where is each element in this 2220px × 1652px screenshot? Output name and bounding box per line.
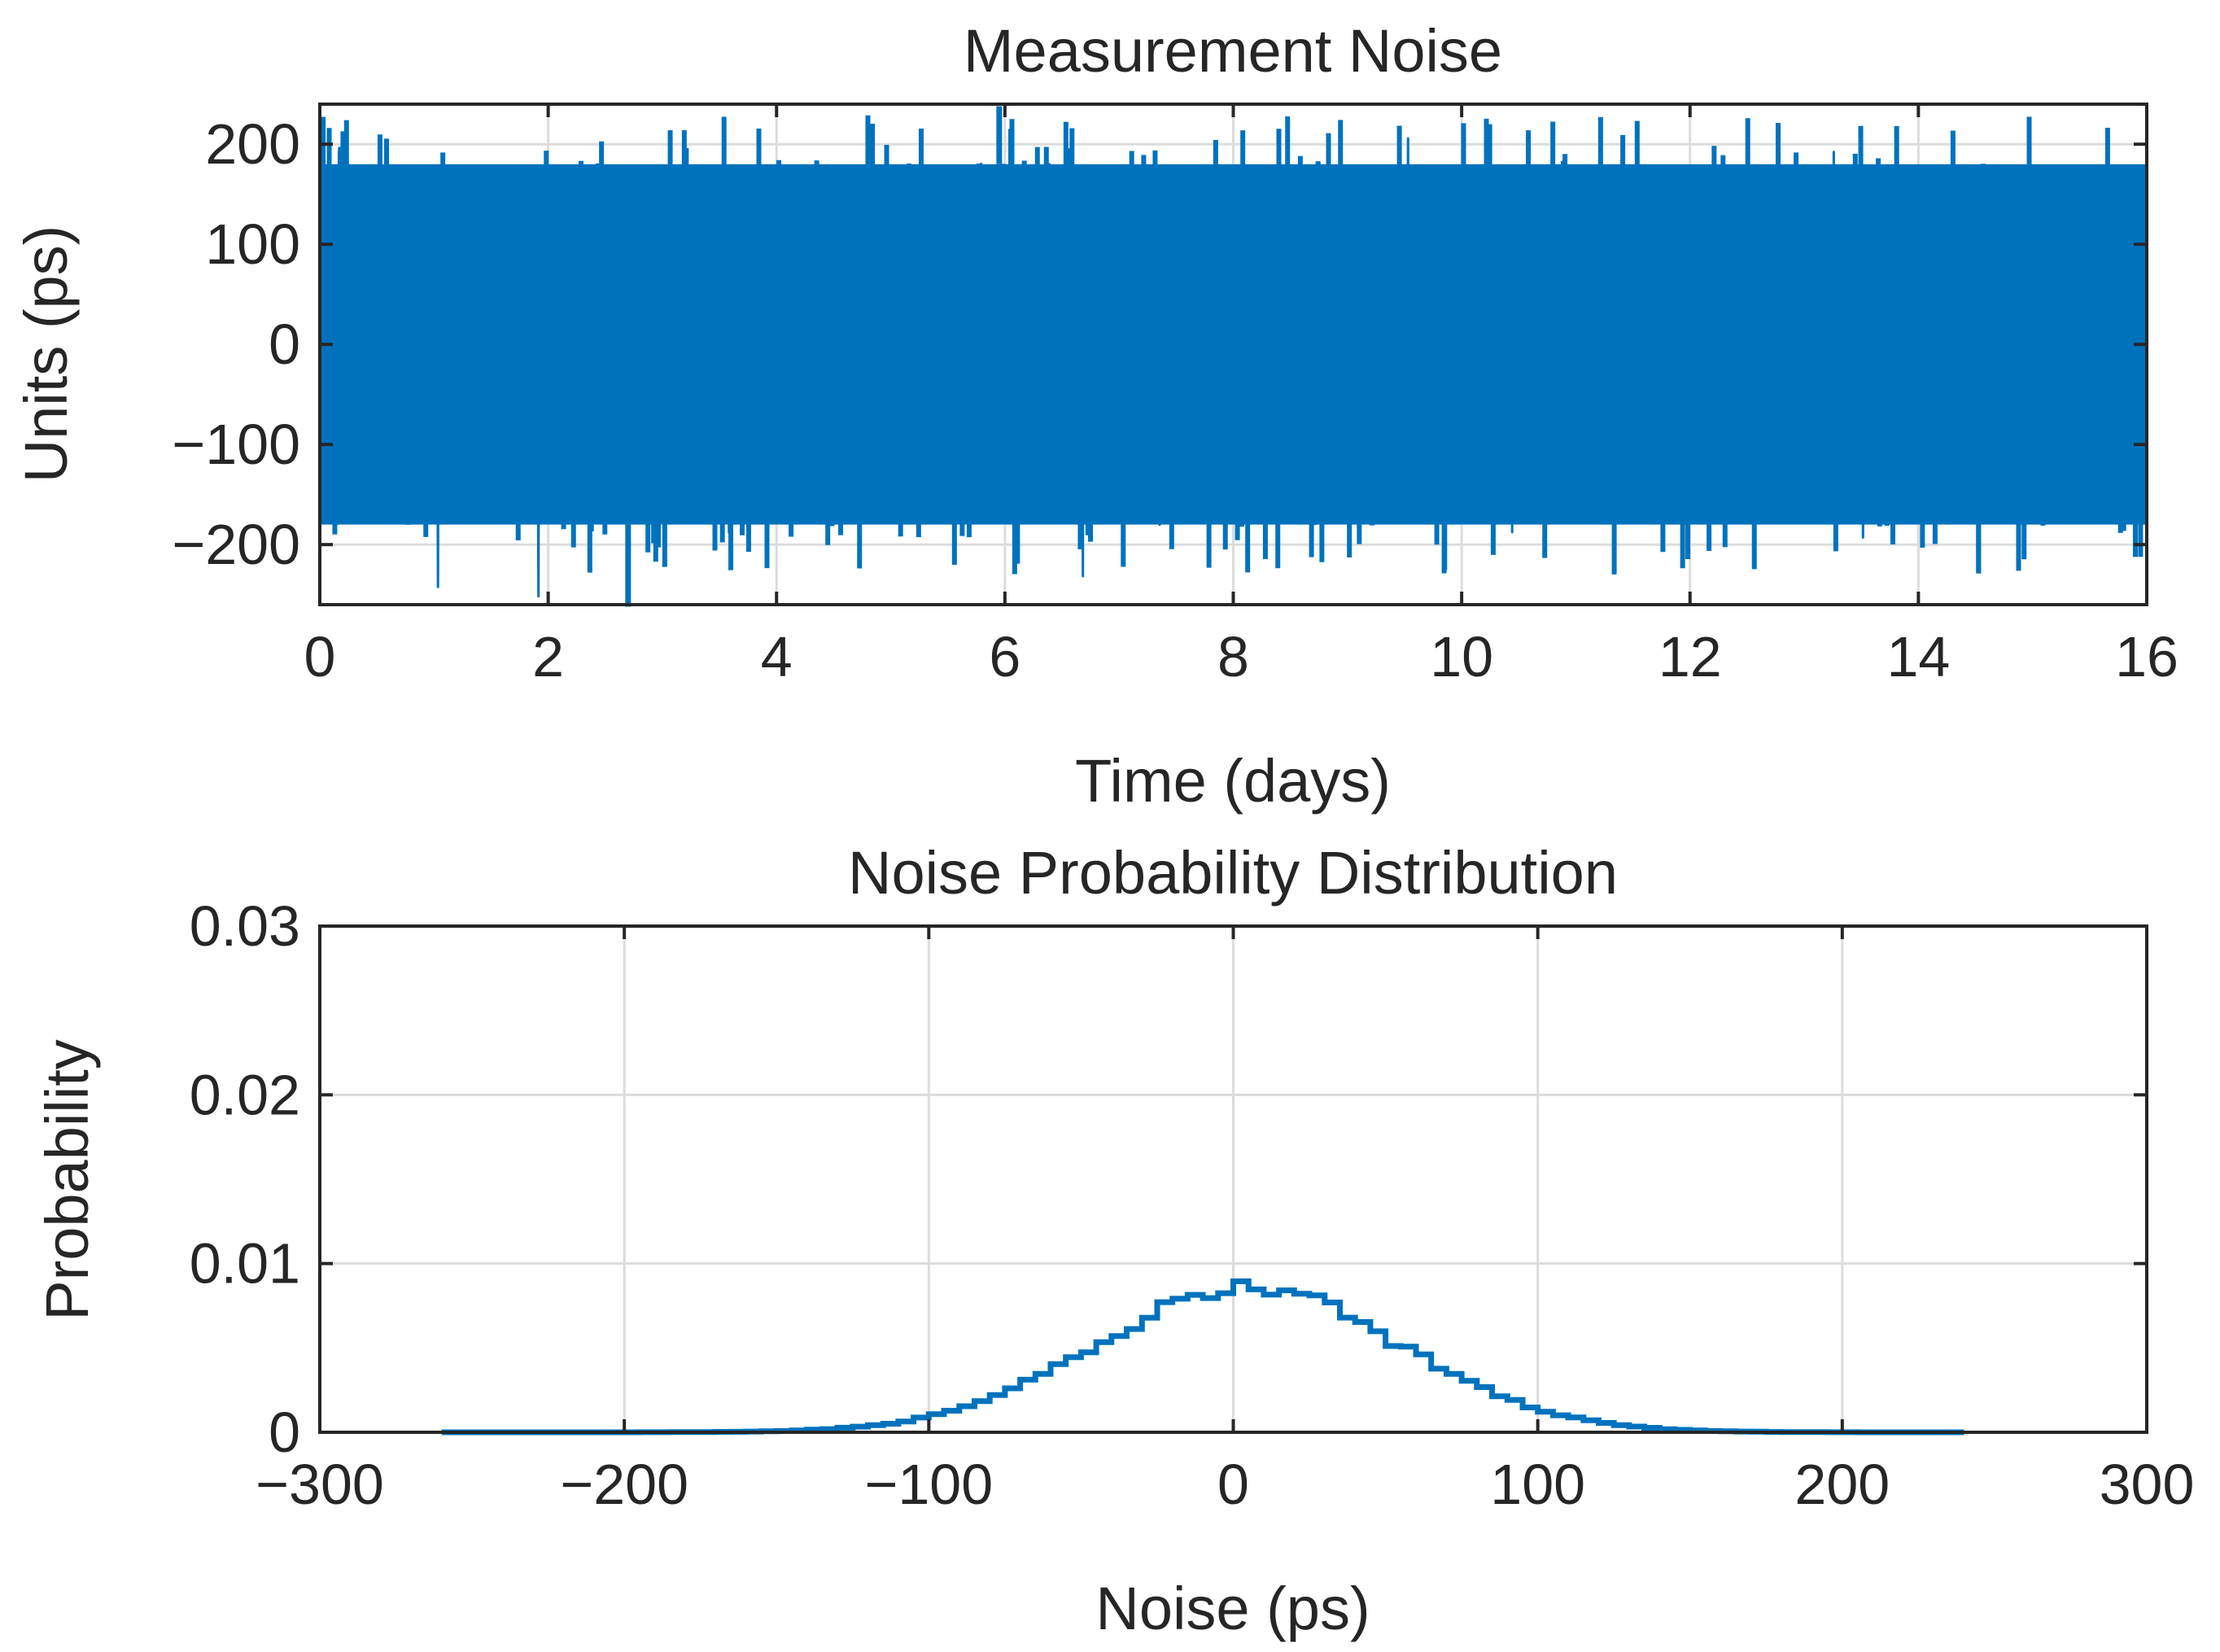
y-tick-label: 100 [205,212,300,276]
noise-line [318,137,2148,598]
noise-histogram-plot: −300 −200 −100 0 100 200 300 0 0.01 0.02 0.03 Noi… [33,839,2194,1642]
x-tick-label: 10 [1430,625,1493,688]
x-tick-label: 200 [1794,1453,1890,1516]
y-tick-label: 0 [269,1401,300,1464]
y-tick-label: 0 [269,312,300,376]
x-tick-label: 0 [1217,1453,1249,1516]
x-tick-labels: 0 2 4 6 8 10 12 14 16 [304,625,2178,688]
y-tick-label: 0.03 [190,894,300,958]
y-tick-label: 0.02 [190,1063,300,1126]
y-tick-labels: 0 0.01 0.02 0.03 [190,894,300,1464]
x-tick-label: 100 [1490,1453,1585,1516]
tick-marks [318,104,2148,605]
top-y-axis-label: Units (ps) [12,225,80,483]
x-tick-label: 14 [1886,625,1950,688]
noise-series [318,106,2148,607]
x-tick-label: 0 [304,625,336,688]
x-tick-label: 8 [1217,625,1249,688]
y-tick-label: −200 [172,513,300,576]
x-tick-label: 12 [1658,625,1722,688]
x-tick-label: 6 [989,625,1020,688]
bottom-y-axis-label: Probability [33,1039,101,1321]
noise-time-series-plot: 0 2 4 6 8 10 12 14 16 −200 −100 0 100 200 Measuremen… [12,17,2178,815]
x-tick-label: 16 [2115,625,2178,688]
x-tick-label: 300 [2100,1453,2195,1516]
x-tick-labels: −300 −200 −100 0 100 200 300 [256,1453,2194,1516]
x-tick-label: 4 [761,625,793,688]
bottom-chart-title: Noise Probability Distribution [848,839,1618,907]
y-tick-labels: −200 −100 0 100 200 [172,112,300,576]
x-tick-label: 2 [532,625,564,688]
tick-marks [318,924,2148,1434]
y-tick-label: −100 [172,413,300,476]
y-tick-label: 200 [205,112,300,176]
x-tick-label: −200 [560,1453,688,1516]
x-tick-label: −100 [864,1453,993,1516]
y-tick-label: 0.01 [190,1232,300,1296]
x-tick-label: −300 [256,1453,384,1516]
noise-spikes [319,106,2144,607]
bottom-x-axis-label: Noise (ps) [1095,1575,1370,1642]
top-chart-title: Measurement Noise [964,17,1502,85]
top-x-axis-label: Time (days) [1075,747,1391,815]
